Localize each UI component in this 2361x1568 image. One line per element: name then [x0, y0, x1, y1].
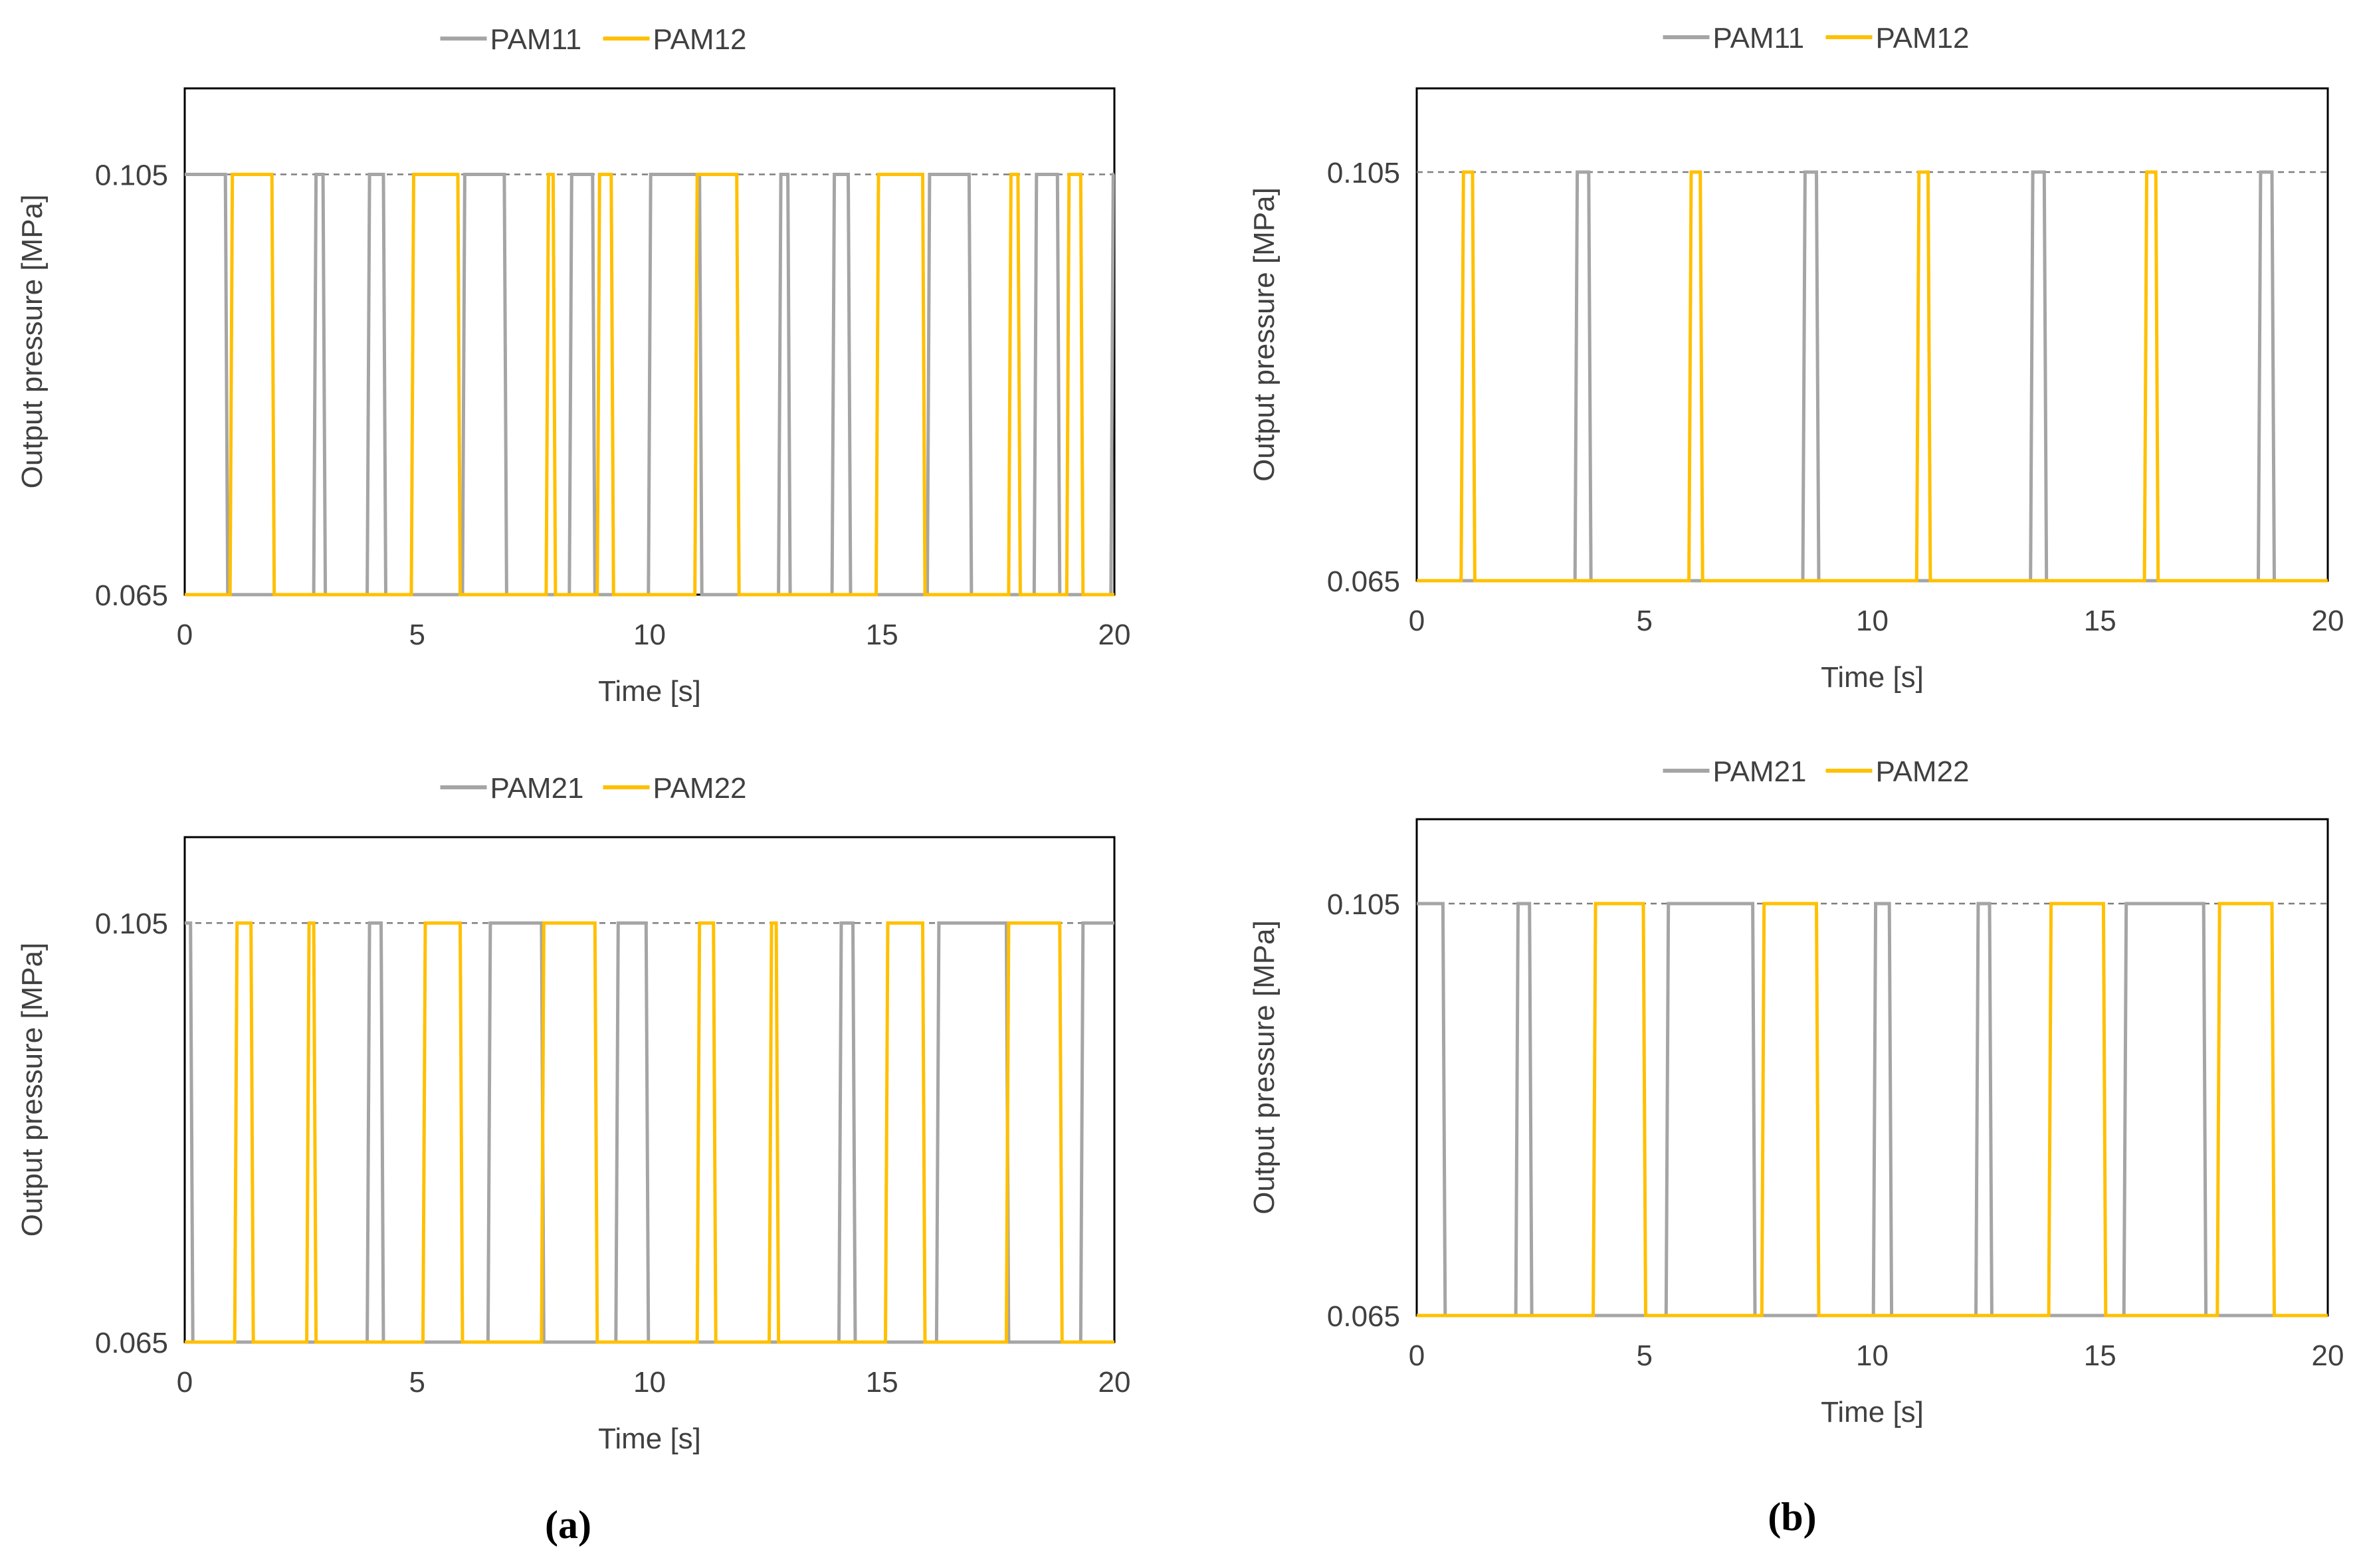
x-tick-label: 10: [633, 619, 666, 651]
legend: PAM11 PAM12: [1663, 22, 1970, 54]
x-tick-label: 5: [1637, 605, 1653, 637]
chart-a-top: 0 5 10 15 20 0.065 0.105 Time [s] Output pressur…: [16, 23, 1130, 708]
series-line-pam21: [185, 921, 1114, 1344]
y-tick-label: 0.105: [1327, 157, 1400, 189]
chart-b-bottom: 0 5 10 15 20 0.065 0.105 Time [s] Output pressur…: [1248, 755, 2344, 1428]
legend-label-pam11: PAM11: [1713, 22, 1805, 54]
x-tick-label: 20: [2312, 605, 2344, 637]
y-axis-title: Output pressure [MPa]: [1248, 187, 1281, 482]
y-tick-label: 0.065: [95, 579, 168, 612]
subfigure-label-b: (b): [1768, 1495, 1816, 1539]
legend: PAM21 PAM22: [1663, 755, 1970, 788]
legend-label-pam21: PAM21: [1713, 755, 1807, 788]
x-tick-label: 15: [866, 1366, 898, 1399]
x-tick-label: 5: [409, 1366, 425, 1399]
legend-label-pam12: PAM12: [1876, 22, 1970, 54]
x-tick-label: 0: [1409, 1339, 1425, 1372]
series-line-pam12: [1417, 170, 2328, 583]
x-tick-label: 15: [866, 619, 898, 651]
x-axis-title: Time [s]: [598, 1422, 701, 1455]
x-axis-title: Time [s]: [1821, 661, 1924, 694]
legend-label-pam22: PAM22: [653, 772, 747, 805]
subfigure-label-a: (a): [545, 1503, 591, 1547]
legend-label-pam21: PAM21: [490, 772, 584, 805]
x-tick-label: 0: [1409, 605, 1425, 637]
x-axis-title: Time [s]: [598, 675, 701, 708]
x-tick-label: 0: [177, 619, 193, 651]
series-line-pam22: [185, 921, 1114, 1344]
x-tick-label: 15: [2084, 605, 2116, 637]
x-axis-title: Time [s]: [1821, 1396, 1924, 1428]
series-line-pam11: [1417, 170, 2328, 583]
x-tick-label: 20: [2312, 1339, 2344, 1372]
series-line-pam12: [185, 173, 1114, 597]
y-tick-label: 0.065: [1327, 1300, 1400, 1333]
x-tick-label: 15: [2084, 1339, 2116, 1372]
legend-label-pam11: PAM11: [490, 23, 582, 56]
y-axis-title: Output pressure [MPa]: [1248, 920, 1281, 1215]
y-tick-label: 0.105: [1327, 888, 1400, 921]
y-axis-title: Output pressure [MPa]: [16, 943, 49, 1237]
x-tick-label: 0: [177, 1366, 193, 1399]
chart-a-bottom: 0 5 10 15 20 0.065 0.105 Time [s] Output pressur…: [16, 772, 1130, 1455]
x-tick-label: 5: [1637, 1339, 1653, 1372]
x-tick-label: 5: [409, 619, 425, 651]
y-tick-label: 0.065: [95, 1327, 168, 1359]
x-tick-label: 10: [633, 1366, 666, 1399]
series-line-pam22: [1417, 902, 2328, 1318]
legend: PAM21 PAM22: [440, 772, 747, 805]
x-tick-label: 20: [1098, 619, 1131, 651]
chart-b-top: 0 5 10 15 20 0.065 0.105 Time [s] Output pressur…: [1248, 22, 2344, 694]
series-line-pam21: [1417, 902, 2328, 1318]
x-tick-label: 20: [1098, 1366, 1131, 1399]
y-axis-title: Output pressure [MPa]: [16, 195, 49, 489]
y-tick-label: 0.105: [95, 159, 168, 192]
plot-frame: [1415, 87, 2329, 582]
x-tick-label: 10: [1856, 605, 1889, 637]
x-tick-label: 10: [1856, 1339, 1889, 1372]
legend-label-pam22: PAM22: [1876, 755, 1970, 788]
y-tick-label: 0.105: [95, 908, 168, 940]
series-line-pam11: [185, 173, 1115, 597]
legend-label-pam12: PAM12: [653, 23, 747, 56]
legend: PAM11 PAM12: [440, 23, 747, 56]
chart-panels: 0 5 10 15 20 0.065 0.105 Time [s] Output pressur…: [16, 22, 2344, 1455]
y-tick-label: 0.065: [1327, 565, 1400, 598]
